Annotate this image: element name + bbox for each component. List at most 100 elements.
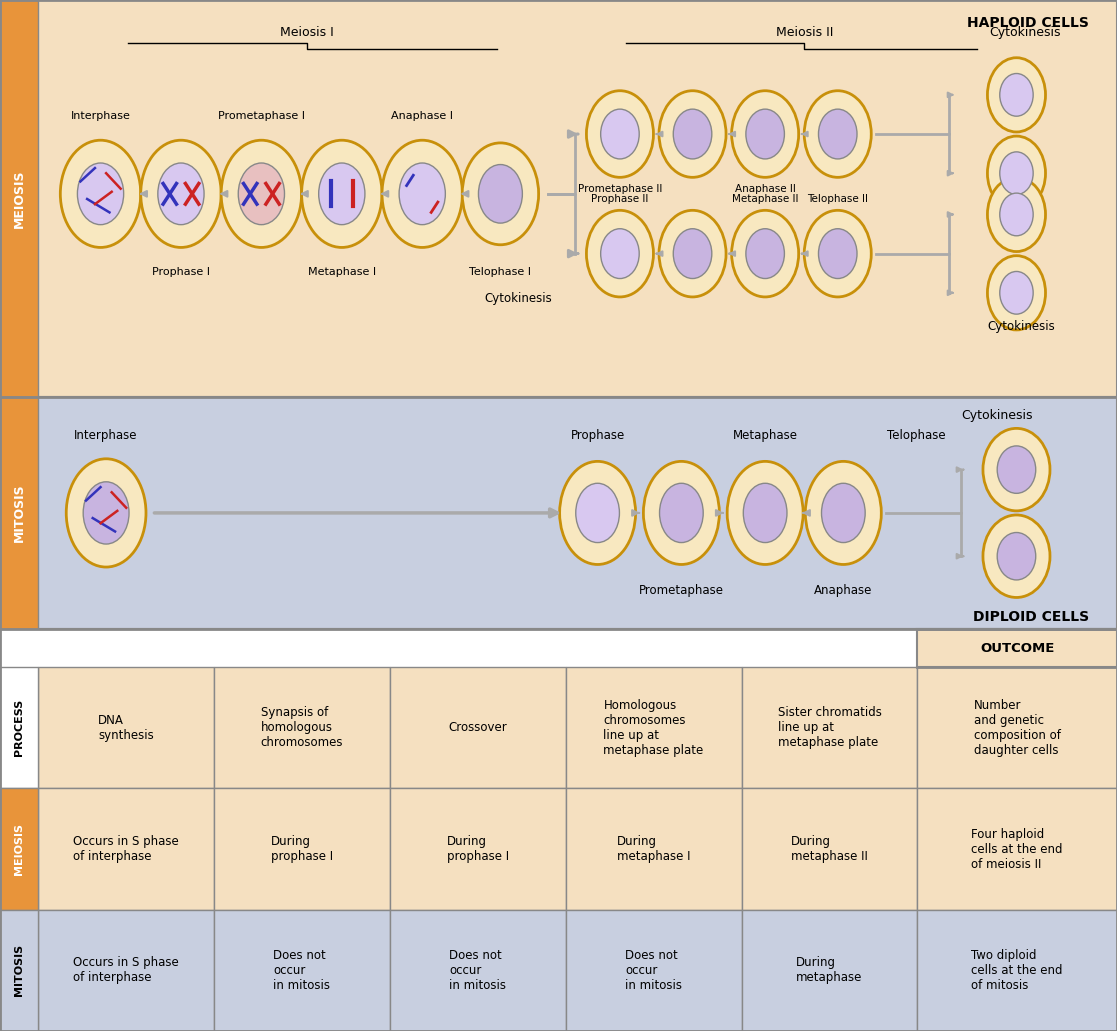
Ellipse shape [1000,73,1033,117]
Bar [0,397,38,629]
Ellipse shape [1000,193,1033,236]
Ellipse shape [819,229,857,278]
Text: Prometaphase II: Prometaphase II [577,184,662,194]
Ellipse shape [821,484,866,542]
Bar [38,909,213,1031]
Ellipse shape [478,165,523,223]
Text: PROCESS: PROCESS [15,699,23,757]
Text: Telophase II: Telophase II [808,194,868,204]
Text: MITOSIS: MITOSIS [15,944,23,996]
Ellipse shape [318,163,365,225]
Text: Meiosis I: Meiosis I [280,27,334,39]
Ellipse shape [804,91,871,177]
Ellipse shape [732,91,799,177]
Ellipse shape [238,163,285,225]
Text: DIPLOID CELLS: DIPLOID CELLS [973,609,1089,624]
Text: Metaphase II: Metaphase II [732,194,799,204]
Ellipse shape [983,516,1050,598]
Bar [742,909,917,1031]
Ellipse shape [746,229,784,278]
Ellipse shape [586,210,653,297]
Bar [742,667,917,789]
Text: Telophase: Telophase [887,429,945,442]
Ellipse shape [732,210,799,297]
Bar [0,0,1117,397]
Bar [742,789,917,909]
Ellipse shape [141,140,221,247]
Bar [390,789,565,909]
Bar [38,667,213,789]
Ellipse shape [987,177,1046,252]
Bar [38,789,213,909]
Ellipse shape [1000,152,1033,195]
Text: Cytokinesis: Cytokinesis [987,321,1056,333]
Text: Anaphase: Anaphase [814,584,872,597]
Bar [565,667,742,789]
Text: Crossover: Crossover [448,722,507,734]
Bar [0,629,1117,667]
Ellipse shape [804,210,871,297]
Ellipse shape [674,229,712,278]
Ellipse shape [643,462,719,565]
Text: Interphase: Interphase [75,429,137,442]
Ellipse shape [560,462,636,565]
Text: HAPLOID CELLS: HAPLOID CELLS [967,15,1089,30]
Text: Four haploid
cells at the end
of meiosis II: Four haploid cells at the end of meiosis… [972,828,1063,870]
Ellipse shape [83,481,130,544]
Bar [213,667,390,789]
Ellipse shape [987,256,1046,330]
Ellipse shape [987,58,1046,132]
Text: Prometaphase I: Prometaphase I [218,111,305,121]
Bar [0,789,38,909]
Bar [0,667,38,789]
Text: Cytokinesis: Cytokinesis [990,27,1061,39]
Ellipse shape [601,229,639,278]
Text: MEIOSIS: MEIOSIS [12,169,26,228]
Ellipse shape [399,163,446,225]
Ellipse shape [462,143,538,244]
Bar [0,397,1117,629]
Ellipse shape [805,462,881,565]
Text: Does not
occur
in mitosis: Does not occur in mitosis [274,949,331,992]
Bar [0,0,38,397]
Ellipse shape [302,140,382,247]
Ellipse shape [586,91,653,177]
Text: Prophase II: Prophase II [591,194,649,204]
Bar [0,629,1117,1031]
Text: Metaphase: Metaphase [733,429,798,442]
Text: Occurs in S phase
of interphase: Occurs in S phase of interphase [73,835,179,863]
Text: During
metaphase II: During metaphase II [791,835,868,863]
Text: Telophase I: Telophase I [469,267,532,276]
Ellipse shape [659,210,726,297]
Ellipse shape [77,163,124,225]
Ellipse shape [221,140,302,247]
Text: Synapsis of
homologous
chromosomes: Synapsis of homologous chromosomes [260,706,343,750]
Text: OUTCOME: OUTCOME [980,641,1054,655]
Bar [213,909,390,1031]
Text: Metaphase I: Metaphase I [308,267,375,276]
Bar [0,909,38,1031]
Ellipse shape [674,109,712,159]
Bar [917,629,1117,667]
Text: During
prophase I: During prophase I [270,835,333,863]
Ellipse shape [727,462,803,565]
Text: During
prophase I: During prophase I [447,835,508,863]
Text: Prophase I: Prophase I [152,267,210,276]
Text: Prometaphase: Prometaphase [639,584,724,597]
Text: Anaphase I: Anaphase I [391,111,454,121]
Text: DNA
synthesis: DNA synthesis [98,713,154,741]
Ellipse shape [157,163,204,225]
Ellipse shape [987,136,1046,210]
Text: Does not
occur
in mitosis: Does not occur in mitosis [626,949,682,992]
Text: Cytokinesis: Cytokinesis [485,293,552,305]
Text: Cytokinesis: Cytokinesis [962,409,1033,422]
Text: Homologous
chromosomes
line up at
metaphase plate: Homologous chromosomes line up at metaph… [603,699,704,757]
Ellipse shape [743,484,787,542]
Text: Two diploid
cells at the end
of mitosis: Two diploid cells at the end of mitosis [972,949,1063,992]
Ellipse shape [997,532,1035,579]
Text: Number
and genetic
composition of
daughter cells: Number and genetic composition of daught… [974,699,1061,757]
Bar [917,789,1117,909]
Text: Meiosis II: Meiosis II [775,27,833,39]
Text: Interphase: Interphase [70,111,131,121]
Bar [390,667,565,789]
